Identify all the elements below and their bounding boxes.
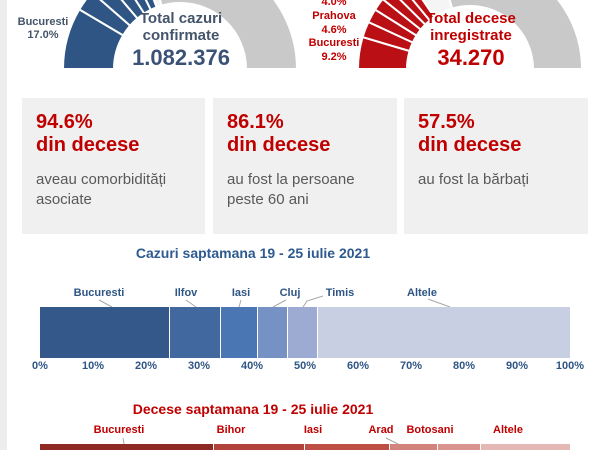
gauges-band: 5.8% Bucuresti 17.0% 4.0% Prahova 4.6% B… <box>0 0 600 96</box>
gauge-donuts-svg <box>61 0 584 70</box>
deaths-gauge-label-line: 9.2% <box>321 51 347 64</box>
deaths-gauge-center-text: Total decese inregistrate 34.270 <box>396 10 546 70</box>
x-axis-tick-label: 40% <box>240 360 264 372</box>
deaths-county-label-bihor: Bihor <box>216 424 246 436</box>
x-axis-tick-label: 20% <box>134 360 158 372</box>
stat-card-percentage: 57.5% <box>418 111 475 133</box>
stat-card-subtitle: din decese <box>227 134 331 156</box>
stat-card-description: au fost la persoane peste 60 ani <box>227 171 355 208</box>
deaths-county-label-altele: Altele <box>493 424 523 436</box>
cases-county-label-altele: Altele <box>407 287 437 299</box>
x-axis-tick-label: 10% <box>81 360 105 372</box>
leader-line <box>238 299 242 308</box>
cases-gauge-value: 1.082.376 <box>132 45 230 70</box>
bar-segment-altele <box>318 307 570 358</box>
deaths-county-label-iasi: Iasi <box>303 424 323 436</box>
deaths-gauge-title-line1: Total decese <box>426 10 516 27</box>
cases-gauge-center-text: Total cazuri confirmate 1.082.376 <box>108 10 254 70</box>
bar-segment-altele <box>480 444 570 450</box>
cases-stacked-bar <box>40 307 570 358</box>
gauge-track <box>448 0 584 70</box>
deaths-gauge-title-line2: inregistrate <box>430 26 512 44</box>
stat-card-subtitle: din decese <box>418 134 522 156</box>
gauge-track <box>158 0 299 70</box>
stat-card-description: au fost la bărbați <box>418 171 529 188</box>
bar-segment-ilfov <box>169 307 220 358</box>
stat-card-subtitle: din decese <box>36 134 140 156</box>
cases-gauge-bucuresti-label-pct: 17.0% <box>27 29 59 41</box>
bar-segment-iasi <box>220 307 258 358</box>
cases-week-chart: Cazuri saptamana 19 - 25 iulie 2021 Bucu… <box>0 238 600 378</box>
deaths-county-label-botosani: Botosani <box>406 424 454 436</box>
x-axis-tick-label: 90% <box>505 360 529 372</box>
cases-gauge-title-line2: confirmate <box>142 26 220 44</box>
cases-chart-title: Cazuri saptamana 19 - 25 iulie 2021 <box>135 245 371 261</box>
x-axis-tick-label: 50% <box>293 360 317 372</box>
bar-segment-bucuresti <box>40 444 214 450</box>
cases-gauge-bucuresti-label: Bucuresti 17.0% <box>10 16 76 42</box>
deaths-stacked-bar <box>40 444 570 450</box>
bar-segment-iasi <box>304 444 389 450</box>
deaths-county-label-bucuresti: Bucuresti <box>93 424 145 436</box>
bar-segment-timis <box>288 307 317 358</box>
left-edge-strip <box>0 0 7 450</box>
leader-line <box>302 295 324 308</box>
x-axis-tick-label: 80% <box>452 360 476 372</box>
deaths-gauge-value: 34.270 <box>437 45 505 70</box>
cases-county-label-bucuresti: Bucuresti <box>73 287 125 299</box>
stat-card-percentage: 86.1% <box>227 111 284 133</box>
bar-segment-botosani <box>437 444 480 450</box>
deaths-week-chart: Decese saptamana 19 - 25 iulie 2021 Bucu… <box>0 395 600 450</box>
leader-line <box>185 299 197 308</box>
stat-card-males: 57.5% din decese au fost la bărbați <box>404 98 588 234</box>
cases-county-label-ilfov: Ilfov <box>174 287 198 299</box>
bar-segment-arad <box>389 444 437 450</box>
stat-card-comorbidities: 94.6% din decese aveau comorbidități aso… <box>22 98 205 234</box>
cases-gauge-clipped-label: 5.8% <box>10 0 76 3</box>
x-axis-tick-label: 0% <box>32 360 48 372</box>
deaths-gauge-label-line: 4.6% <box>321 23 347 36</box>
stat-card-over-60: 86.1% din decese au fost la persoane pes… <box>213 98 397 234</box>
deaths-gauge-label-line: 4.0% <box>321 0 347 8</box>
cases-gauge-title-line1: Total cazuri <box>139 10 223 27</box>
cases-county-label-cluj: Cluj <box>279 287 301 299</box>
deaths-county-label-arad: Arad <box>368 424 394 436</box>
cases-gauge-bucuresti-label-name: Bucuresti <box>17 16 69 28</box>
stat-card-description: aveau comorbidități asociate <box>36 171 167 208</box>
x-axis-tick-label: 60% <box>346 360 370 372</box>
x-axis-tick-label: 70% <box>399 360 423 372</box>
bar-segment-bihor <box>214 444 304 450</box>
cases-county-label-iasi: Iasi <box>231 287 251 299</box>
x-axis-tick-label: 100% <box>555 360 585 372</box>
bar-segment-bucuresti <box>40 307 169 358</box>
leader-line <box>272 299 287 308</box>
cases-county-label-timis: Timis <box>325 287 355 299</box>
deaths-gauge-county-labels: 4.0% Prahova 4.6% Bucuresti 9.2% <box>303 0 365 65</box>
leader-line <box>98 299 113 308</box>
x-axis-tick-label: 30% <box>187 360 211 372</box>
bar-segment-cluj <box>258 307 288 358</box>
deaths-gauge-label-line: Prahova <box>312 9 356 22</box>
deaths-gauge-label-line: Bucuresti <box>308 37 360 50</box>
stat-card-percentage: 94.6% <box>36 111 93 133</box>
deaths-chart-title: Decese saptamana 19 - 25 iulie 2021 <box>132 401 374 417</box>
leader-line <box>427 298 451 308</box>
